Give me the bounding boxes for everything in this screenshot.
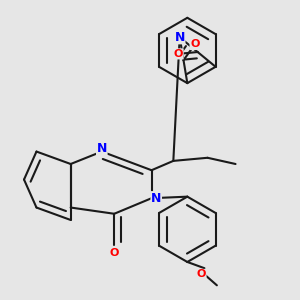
Text: O: O <box>174 49 183 59</box>
Text: O: O <box>190 40 200 50</box>
Text: N: N <box>97 142 107 155</box>
Text: N: N <box>175 31 185 44</box>
Text: N: N <box>151 192 161 205</box>
Text: O: O <box>196 269 206 279</box>
Text: O: O <box>110 248 119 258</box>
